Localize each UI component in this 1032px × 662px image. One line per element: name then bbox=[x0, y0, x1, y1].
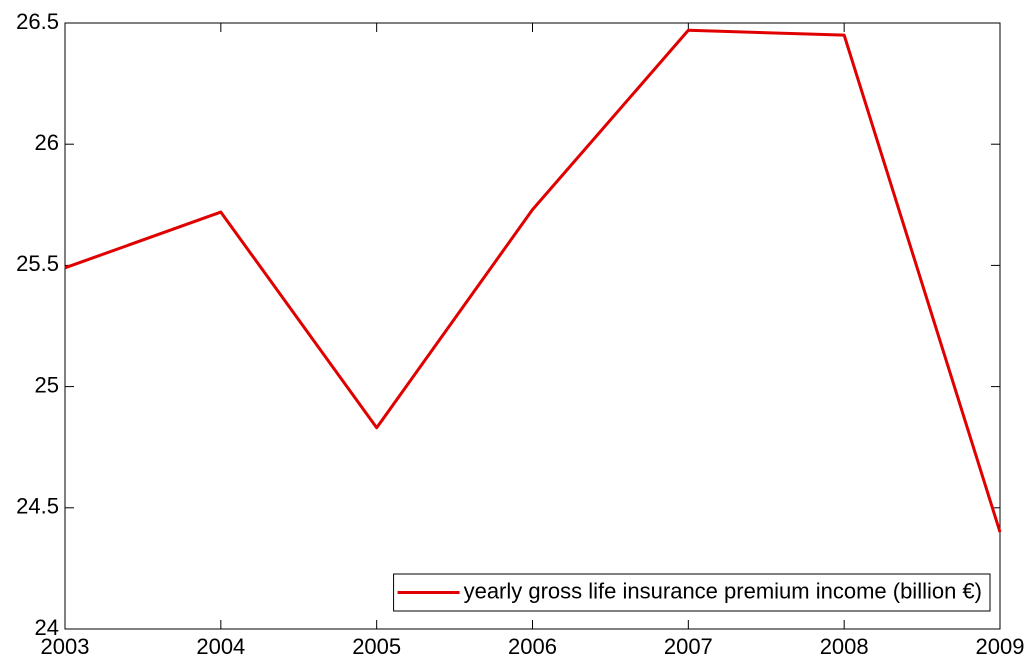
legend-label: yearly gross life insurance premium inco… bbox=[464, 578, 982, 603]
y-tick-label: 26 bbox=[35, 130, 59, 155]
data-line bbox=[64, 28, 1002, 533]
x-tick-label: 2003 bbox=[41, 634, 90, 659]
x-tick-label: 2006 bbox=[508, 634, 557, 659]
x-tick-label: 2004 bbox=[196, 634, 245, 659]
y-tick-label: 25 bbox=[35, 372, 59, 397]
x-tick-label: 2008 bbox=[820, 634, 869, 659]
x-tick-label: 2005 bbox=[352, 634, 401, 659]
y-tick-label: 24.5 bbox=[16, 494, 59, 519]
x-tick-label: 2007 bbox=[664, 634, 713, 659]
y-tick-label: 24 bbox=[35, 615, 59, 640]
legend-box bbox=[393, 573, 991, 612]
y-tick-label: 26.5 bbox=[16, 9, 59, 34]
x-tick-label: 2009 bbox=[976, 634, 1025, 659]
y-tick-label: 25.5 bbox=[16, 251, 59, 276]
legend: yearly gross life insurance premium inco… bbox=[393, 573, 991, 612]
